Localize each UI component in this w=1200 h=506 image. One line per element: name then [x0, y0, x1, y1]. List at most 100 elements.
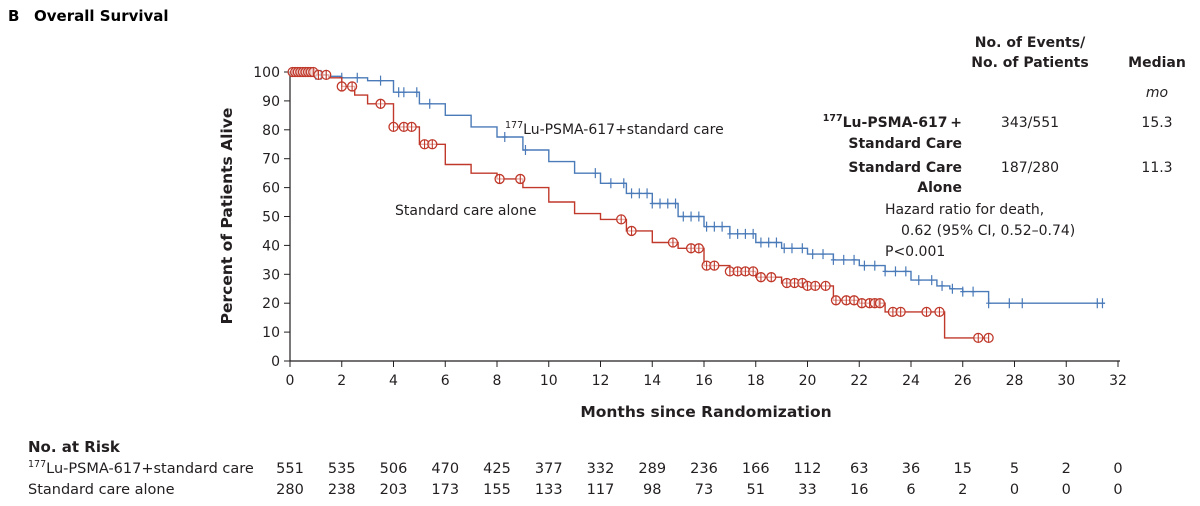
risk-value: 98 [643, 482, 661, 498]
censor-mark-lu [401, 87, 407, 98]
legend-row-std-label-2: Alone [917, 180, 962, 196]
risk-value: 0 [1062, 482, 1071, 498]
legend-table: No. of Events/ No. of Patients Median mo… [823, 35, 1186, 260]
risk-value: 203 [380, 482, 408, 498]
risk-row-lu-sup: 177 [28, 459, 46, 470]
legend-row-std-label-1: Standard Care [848, 160, 962, 176]
y-tick-label: 70 [262, 152, 280, 168]
risk-value: 112 [794, 461, 822, 477]
y-tick-label: 80 [262, 123, 280, 139]
risk-row-lu-text: Lu-PSMA-617+standard care [46, 461, 254, 477]
y-tick-label: 50 [262, 210, 280, 226]
legend-row-lu-events: 343/551 [1001, 115, 1059, 131]
risk-row-lu-label: 177Lu-PSMA-617+standard care [28, 459, 254, 477]
risk-value: 6 [906, 482, 915, 498]
censor-mark-lu [929, 275, 935, 286]
censor-mark-lu [592, 168, 598, 179]
y-tick-label: 10 [262, 325, 280, 341]
risk-values: 551 535 506 470 425 377 332 289 236 166 112 63 36 15 5… [276, 461, 1122, 498]
censor-mark-lu [742, 228, 748, 239]
x-tick-label: 18 [747, 373, 765, 389]
legend-row-lu-median: 15.3 [1141, 115, 1172, 131]
x-tick-label: 6 [441, 373, 450, 389]
censor-mark-lu [810, 249, 816, 260]
x-tick-label: 16 [695, 373, 713, 389]
hazard-ratio-line-2: 0.62 (95% CI, 0.52–0.74) [901, 223, 1075, 239]
risk-value: 5 [1010, 461, 1019, 477]
censor-mark-lu [960, 286, 966, 297]
censor-mark-lu [916, 275, 922, 286]
x-tick-label: 10 [540, 373, 558, 389]
censor-mark-lu [696, 211, 702, 222]
censor-mark-lu [781, 243, 787, 254]
x-tick-label: 12 [592, 373, 610, 389]
censor-mark-lu [673, 198, 679, 209]
censor-mark-lu [608, 178, 614, 189]
censor-mark-lu [502, 132, 508, 143]
x-tick-label: 14 [643, 373, 661, 389]
x-tick-label: 0 [286, 373, 295, 389]
censor-mark-lu [949, 283, 955, 294]
censor-mark-lu [986, 298, 992, 309]
censor-mark-lu [522, 145, 528, 156]
panel-label: B [8, 7, 19, 25]
censor-mark-lu [789, 243, 795, 254]
risk-value: 551 [276, 461, 304, 477]
censor-mark-lu [773, 237, 779, 248]
risk-value: 377 [535, 461, 563, 477]
series-label-std: Standard care alone [395, 203, 536, 219]
chart-title: Overall Survival [34, 7, 169, 25]
risk-value: 2 [958, 482, 967, 498]
censor-mark-lu [680, 211, 686, 222]
risk-value: 63 [850, 461, 868, 477]
y-tick-label: 40 [262, 238, 280, 254]
x-tick-label: 32 [1109, 373, 1127, 389]
censor-mark-lu [872, 260, 878, 271]
censor-mark-lu [649, 198, 655, 209]
censor-mark-lu [414, 87, 420, 98]
x-tick-label: 24 [902, 373, 920, 389]
risk-value: 36 [902, 461, 920, 477]
risk-value: 133 [535, 482, 563, 498]
censor-mark-lu [688, 211, 694, 222]
risk-table-heading: No. at Risk [28, 438, 121, 456]
censor-mark-lu [621, 178, 627, 189]
censor-mark-lu [820, 249, 826, 260]
censor-mark-lu [719, 221, 725, 232]
risk-value: 173 [431, 482, 459, 498]
series-label-lu-text: Lu-PSMA-617+standard care [523, 122, 724, 138]
x-tick-label: 20 [799, 373, 817, 389]
series-label-lu: 177Lu-PSMA-617+standard care [505, 120, 724, 138]
censor-mark-lu [735, 228, 741, 239]
censor-mark-lu [644, 188, 650, 199]
censor-mark-lu [427, 98, 433, 109]
risk-table: No. at Risk 177Lu-PSMA-617+standard care… [28, 438, 1123, 498]
risk-value: 425 [483, 461, 511, 477]
censor-mark-lu [378, 75, 384, 86]
legend-row-std-median: 11.3 [1141, 160, 1172, 176]
risk-value: 2 [1062, 461, 1071, 477]
risk-value: 506 [380, 461, 408, 477]
y-tick-label: 30 [262, 267, 280, 283]
censor-mark-lu [750, 228, 756, 239]
risk-value: 0 [1113, 461, 1122, 477]
tick-layer: 0 2 4 6 8 10 12 14 16 18 20 22 24 26 28 30 3201020304050… [253, 65, 1127, 389]
censor-mark-lu [727, 228, 733, 239]
legend-row-lu-label-1: 177Lu-PSMA-617 + [823, 113, 962, 131]
legend-row-std-events: 187/280 [1001, 160, 1059, 176]
risk-value: 535 [328, 461, 356, 477]
legend-row-lu-text: Lu-PSMA-617 + [843, 115, 962, 131]
risk-value: 16 [850, 482, 868, 498]
risk-value: 155 [483, 482, 511, 498]
x-tick-label: 22 [850, 373, 868, 389]
risk-value: 15 [954, 461, 972, 477]
y-axis-label: Percent of Patients Alive [218, 108, 236, 325]
x-tick-label: 4 [389, 373, 398, 389]
x-axis-label: Months since Randomization [580, 403, 831, 421]
y-tick-label: 20 [262, 296, 280, 312]
censor-mark-lu [841, 254, 847, 265]
censor-mark-lu [1006, 298, 1012, 309]
risk-value: 51 [747, 482, 765, 498]
censor-mark-lu [758, 237, 764, 248]
